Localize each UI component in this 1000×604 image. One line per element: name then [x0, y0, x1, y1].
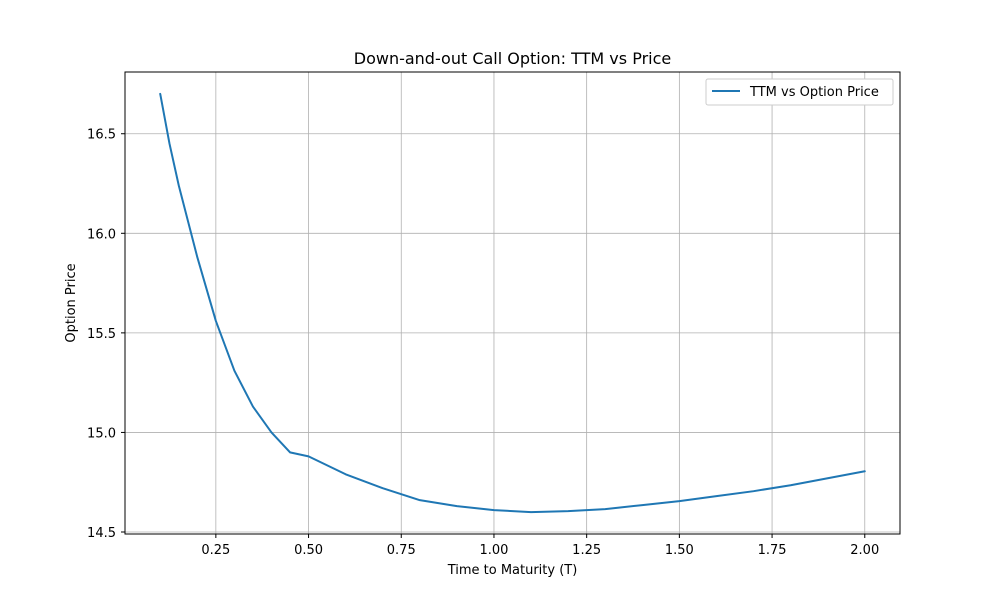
x-tick-label: 2.00 [850, 543, 879, 558]
x-tick-label: 0.50 [294, 543, 323, 558]
y-axis-label: Option Price [64, 263, 79, 342]
y-tick-label: 16.5 [87, 128, 116, 143]
x-tick-label: 1.00 [479, 543, 508, 558]
x-axis: 0.25 0.50 0.75 1.00 1.25 1.50 1.75 2.00 [201, 534, 879, 558]
y-tick-label: 15.0 [87, 426, 116, 441]
x-tick-label: 0.25 [201, 543, 230, 558]
y-tick-label: 16.0 [87, 227, 116, 242]
grid-layer [125, 72, 900, 534]
y-axis: 14.5 15.0 15.5 16.0 16.5 [87, 128, 125, 541]
legend: TTM vs Option Price [705, 78, 894, 106]
series-line [159, 92, 866, 514]
x-tick-label: 1.75 [758, 543, 787, 558]
x-tick-label: 1.25 [572, 543, 601, 558]
plot-area [124, 71, 901, 535]
chart-title: Down-and-out Call Option: TTM vs Price [354, 49, 671, 68]
legend-label: TTM vs Option Price [749, 85, 879, 100]
y-tick-label: 15.5 [87, 327, 116, 342]
legend-box [705, 78, 894, 106]
series-layer [159, 92, 866, 514]
x-tick-label: 0.75 [387, 543, 416, 558]
y-tick-label: 14.5 [87, 526, 116, 541]
x-axis-label: Time to Maturity (T) [447, 563, 578, 578]
x-tick-label: 1.50 [665, 543, 694, 558]
